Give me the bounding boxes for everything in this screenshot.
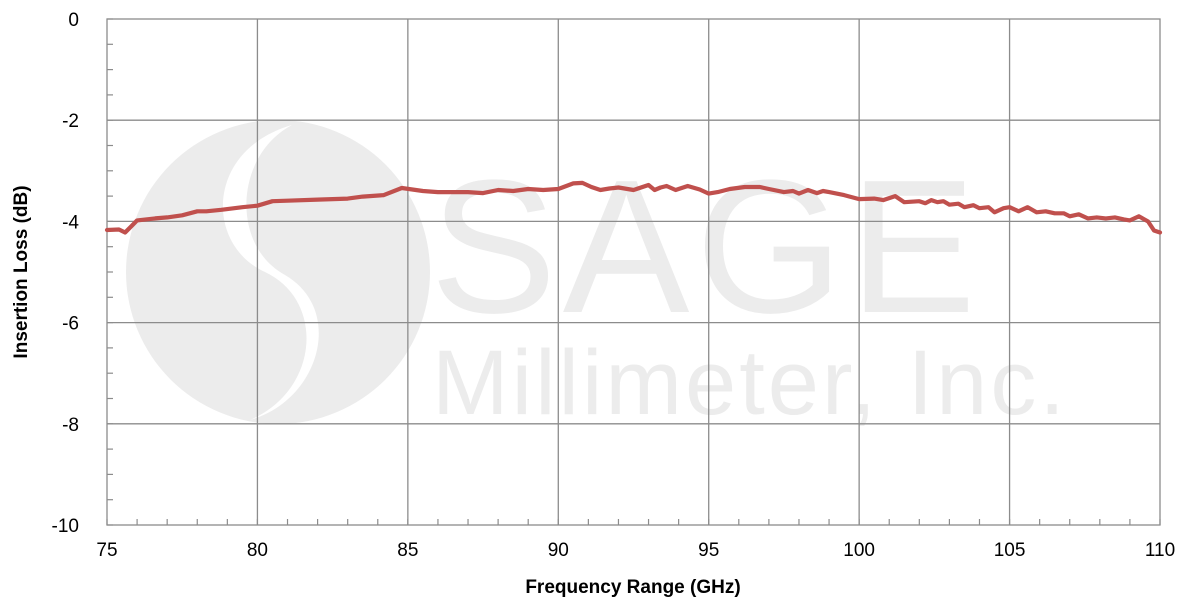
plot-frame (106, 18, 1161, 526)
grid (107, 19, 1160, 525)
x-tick-label: 100 (843, 540, 875, 561)
x-tick-label: 105 (994, 540, 1026, 561)
watermark-company-text: Millimeter, Inc. (432, 332, 1068, 434)
x-tick-label: 110 (1145, 540, 1175, 561)
x-tick-label: 95 (698, 540, 719, 561)
y-axis-title: Insertion Loss (dB) (11, 185, 32, 358)
y-tick-label: -2 (62, 111, 79, 132)
series-line-insertion-loss (104, 180, 1163, 235)
y-tick-label: -10 (52, 516, 79, 537)
watermark-sage-text: SAGE (430, 141, 982, 353)
x-tick-label: 80 (247, 540, 268, 561)
axes (106, 18, 1161, 526)
y-tick-label: -6 (62, 314, 79, 335)
series-layer (104, 180, 1163, 235)
watermark-logo: SAGE Millimeter, Inc. (126, 120, 1068, 434)
y-tick-label: -8 (62, 415, 79, 436)
y-tick-label: -4 (62, 212, 79, 233)
x-axis-title: Frequency Range (GHz) (525, 577, 740, 598)
x-tick-label: 75 (96, 540, 117, 561)
x-tick-label: 90 (548, 540, 569, 561)
tick-labels: 75 80 85 90 95 100 105 110 0 -2 -4 -6 -8 -10 (52, 10, 1176, 561)
x-tick-label: 85 (397, 540, 418, 561)
y-tick-label: 0 (68, 10, 79, 31)
watermark-swirl (222, 125, 319, 420)
